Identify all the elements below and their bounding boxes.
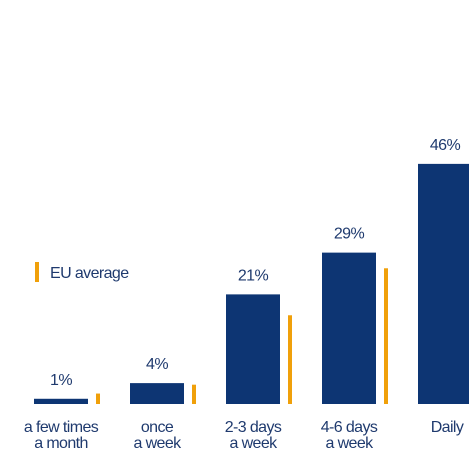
x-tick-label: a few times a month <box>24 419 99 452</box>
x-tick-label-line: 4-6 days <box>321 419 378 436</box>
legend-label: EU average <box>50 265 129 282</box>
x-tick-label-line: once <box>141 419 174 436</box>
data-label: 29% <box>334 226 365 243</box>
bar <box>130 383 184 404</box>
data-label: 4% <box>146 356 168 373</box>
x-tick-label: 4-6 days a week <box>321 419 378 452</box>
legend-swatch <box>35 262 39 282</box>
x-tick-label-line: a month <box>34 435 88 452</box>
x-tick-label-line: a week <box>229 435 278 452</box>
eu-average-bar <box>384 268 388 404</box>
bar <box>322 252 376 404</box>
bar <box>418 163 469 404</box>
bar <box>226 294 280 404</box>
x-tick-label-line: Daily <box>431 419 464 436</box>
eu-average-bar <box>288 315 292 404</box>
x-tick-label: Daily <box>431 419 464 436</box>
eu-average-bar <box>192 384 196 404</box>
x-tick-label-line: 2-3 days <box>225 419 282 436</box>
data-label: 46% <box>430 137 461 154</box>
bar <box>34 398 88 404</box>
eu-average-bar <box>96 393 100 404</box>
x-tick-label: 2-3 days a week <box>225 419 282 452</box>
x-tick-label-line: a week <box>133 435 182 452</box>
x-tick-label-line: a few times <box>24 419 99 436</box>
x-tick-label-line: a week <box>325 435 374 452</box>
x-tick-label: once a week <box>133 419 182 452</box>
data-label: 1% <box>50 372 72 389</box>
data-label: 21% <box>238 267 269 284</box>
